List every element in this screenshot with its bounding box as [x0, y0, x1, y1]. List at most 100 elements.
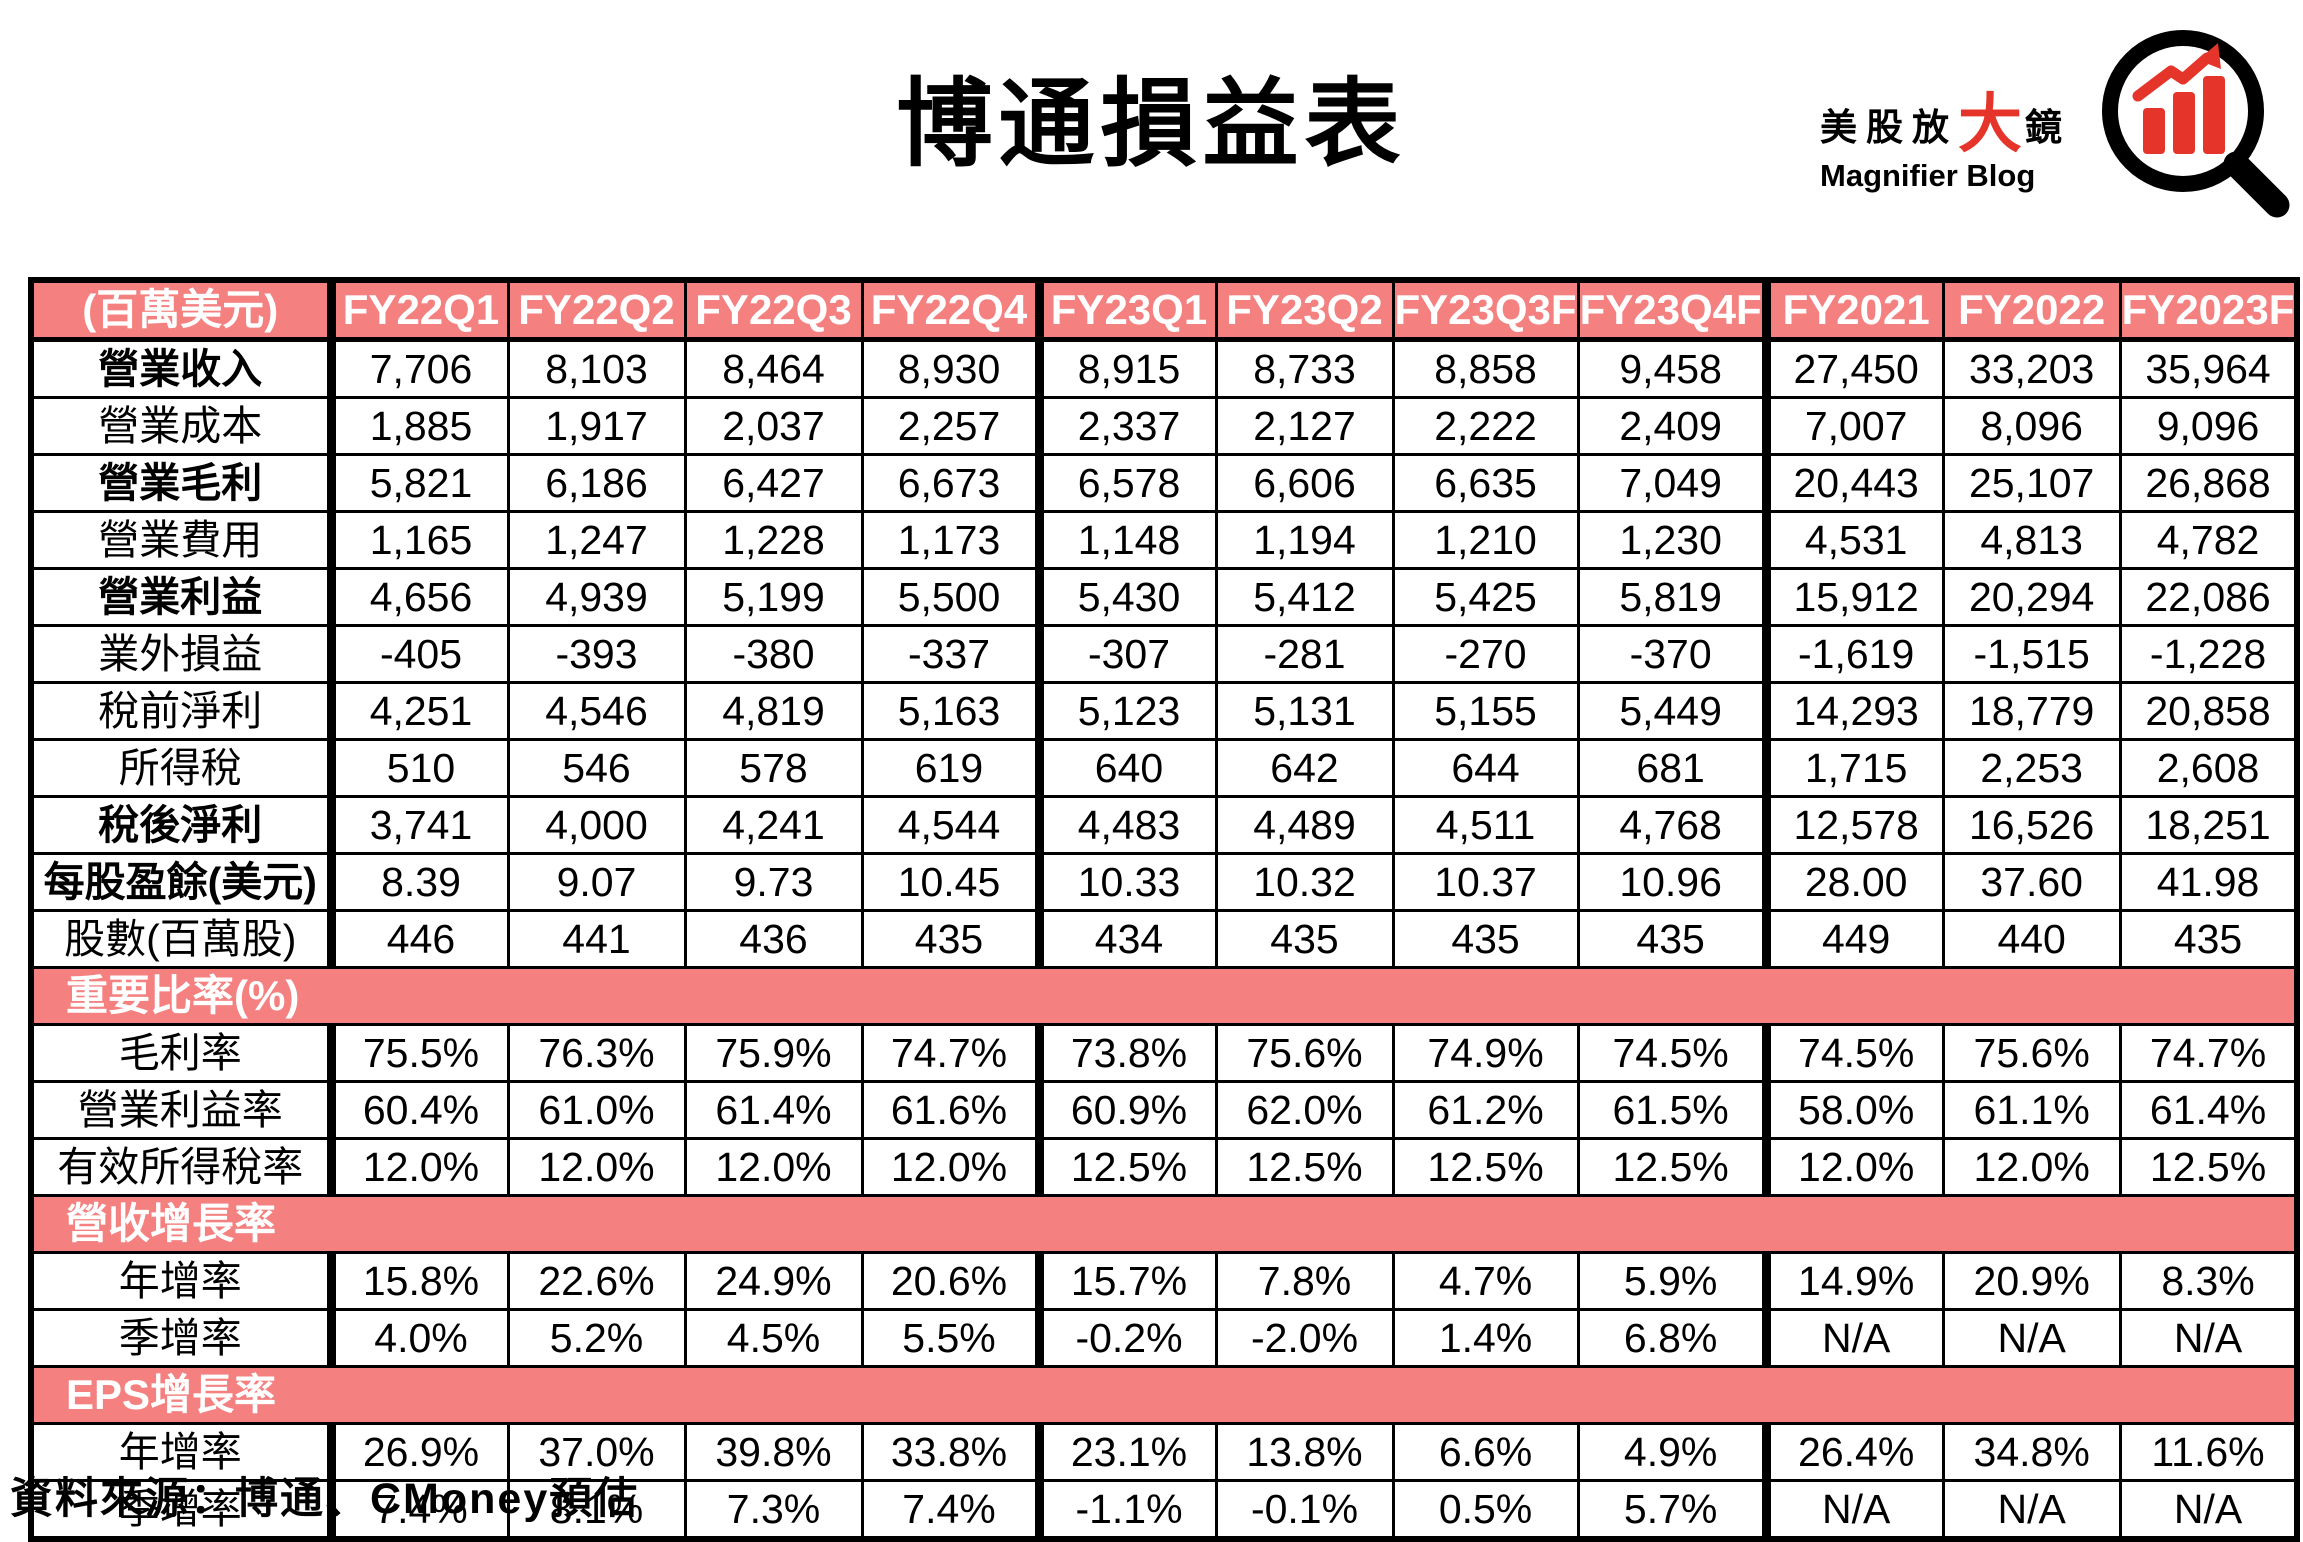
cell: 22,086	[2118, 567, 2299, 627]
cell: -281	[1214, 624, 1395, 684]
cell: 75.5%	[329, 1023, 510, 1083]
cell: 4,782	[2118, 510, 2299, 570]
row-label: 營業收入	[29, 338, 336, 399]
cell: 5.2%	[506, 1308, 687, 1368]
cell: 12.0%	[329, 1137, 510, 1197]
cell: 5,430	[1034, 567, 1218, 627]
cell: 12.5%	[1576, 1137, 1768, 1197]
cell: 12.5%	[1034, 1137, 1218, 1197]
cell: 6,673	[860, 453, 1041, 513]
cell: 25,107	[1941, 453, 2122, 513]
cell: 39.8%	[683, 1422, 864, 1482]
cell: 26.9%	[329, 1422, 510, 1482]
row-label: 季增率	[29, 1308, 336, 1368]
cell: 6,606	[1214, 453, 1395, 513]
data-row: 營業收入 7,706 8,103 8,464 8,930 8,915 8,733 8,858 9…	[29, 338, 2299, 399]
cell: -370	[1576, 624, 1768, 684]
column-header: FY22Q1	[329, 278, 510, 342]
cell: -270	[1391, 624, 1580, 684]
magnifier-bar-chart-icon	[2102, 30, 2290, 218]
cell: -1,515	[1941, 624, 2122, 684]
cell: 441	[506, 909, 687, 969]
column-header: FY23Q4F	[1576, 278, 1768, 342]
cell: 26.4%	[1761, 1422, 1945, 1482]
cell: 41.98	[2118, 852, 2299, 912]
cell: 15.8%	[329, 1251, 510, 1311]
section-label: 重要比率(%)	[29, 966, 2299, 1026]
cell: 24.9%	[683, 1251, 864, 1311]
cell: 6.8%	[1576, 1308, 1768, 1368]
cell: 1,165	[329, 510, 510, 570]
cell: 578	[683, 738, 864, 798]
cell: 1.4%	[1391, 1308, 1580, 1368]
data-row: 業外損益 -405 -393 -380 -337 -307 -281 -270 -370 -1,6…	[29, 624, 2299, 684]
cell: 7.4%	[860, 1479, 1041, 1541]
cell: 640	[1034, 738, 1218, 798]
cell: 12.0%	[1941, 1137, 2122, 1197]
cell: N/A	[2118, 1308, 2299, 1368]
cell: 4,483	[1034, 795, 1218, 855]
cell: 4,000	[506, 795, 687, 855]
data-row: 季增率 7.4% 8.1% 7.3% 7.4% -1.1% -0.1% 0.5% 5.7% N/A…	[29, 1479, 2299, 1541]
cell: -307	[1034, 624, 1218, 684]
cell: 619	[860, 738, 1041, 798]
data-row: 稅後淨利 3,741 4,000 4,241 4,544 4,483 4,489 4,511 4…	[29, 795, 2299, 855]
cell: 10.32	[1214, 852, 1395, 912]
cell: 2,037	[683, 396, 864, 456]
cell: 18,251	[2118, 795, 2299, 855]
cell: 7,007	[1761, 396, 1945, 456]
bar-chart-bar-2	[2173, 92, 2195, 154]
cell: 4.0%	[329, 1308, 510, 1368]
row-label: 股數(百萬股)	[29, 909, 336, 969]
cell: 75.9%	[683, 1023, 864, 1083]
row-label: 營業利益率	[29, 1080, 336, 1140]
cell: -380	[683, 624, 864, 684]
cell: 6,635	[1391, 453, 1580, 513]
cell: 1,247	[506, 510, 687, 570]
cell: -393	[506, 624, 687, 684]
cell: 6,427	[683, 453, 864, 513]
section-row: 重要比率(%)	[29, 966, 2299, 1026]
cell: 5,819	[1576, 567, 1768, 627]
cell: 2,257	[860, 396, 1041, 456]
cell: 61.1%	[1941, 1080, 2122, 1140]
brand-subtitle: Magnifier Blog	[1820, 158, 2036, 193]
cell: 1,230	[1576, 510, 1768, 570]
cell: 435	[1576, 909, 1768, 969]
data-row: 股數(百萬股) 446 441 436 435 434 435 435 435 449 440 435	[29, 909, 2299, 969]
cell: 12.5%	[1391, 1137, 1580, 1197]
cell: 26,868	[2118, 453, 2299, 513]
cell: 58.0%	[1761, 1080, 1945, 1140]
cell: -1,228	[2118, 624, 2299, 684]
cell: 33.8%	[860, 1422, 1041, 1482]
cell: 7,706	[329, 338, 510, 399]
cell: 5,131	[1214, 681, 1395, 741]
data-row: 營業費用 1,165 1,247 1,228 1,173 1,148 1,194 1,210 1…	[29, 510, 2299, 570]
bar-chart-bar-1	[2143, 108, 2165, 154]
unit-label: (百萬美元)	[29, 278, 336, 342]
column-header: FY2023F	[2118, 278, 2299, 342]
section-label: 營收增長率	[29, 1194, 2299, 1254]
section-label: EPS增長率	[29, 1365, 2299, 1425]
cell: 1,194	[1214, 510, 1395, 570]
cell: 20.6%	[860, 1251, 1041, 1311]
cell: 35,964	[2118, 338, 2299, 399]
up-arrow-head	[2198, 43, 2221, 69]
cell: 4,511	[1391, 795, 1580, 855]
column-header: FY22Q3	[683, 278, 864, 342]
cell: 20,443	[1761, 453, 1945, 513]
cell: 12.0%	[1761, 1137, 1945, 1197]
cell: 440	[1941, 909, 2122, 969]
cell: 61.5%	[1576, 1080, 1768, 1140]
data-row: 季增率 4.0% 5.2% 4.5% 5.5% -0.2% -2.0% 1.4% 6.8% N/A…	[29, 1308, 2299, 1368]
cell: 8.39	[329, 852, 510, 912]
cell: 435	[2118, 909, 2299, 969]
row-label: 年增率	[29, 1251, 336, 1311]
cell: 4,241	[683, 795, 864, 855]
cell: 4.5%	[683, 1308, 864, 1368]
row-label: 稅後淨利	[29, 795, 336, 855]
data-row: 毛利率 75.5% 76.3% 75.9% 74.7% 73.8% 75.6% 74.9% 74…	[29, 1023, 2299, 1083]
cell: 5,412	[1214, 567, 1395, 627]
cell: -0.2%	[1034, 1308, 1218, 1368]
cell: 12.5%	[1214, 1137, 1395, 1197]
